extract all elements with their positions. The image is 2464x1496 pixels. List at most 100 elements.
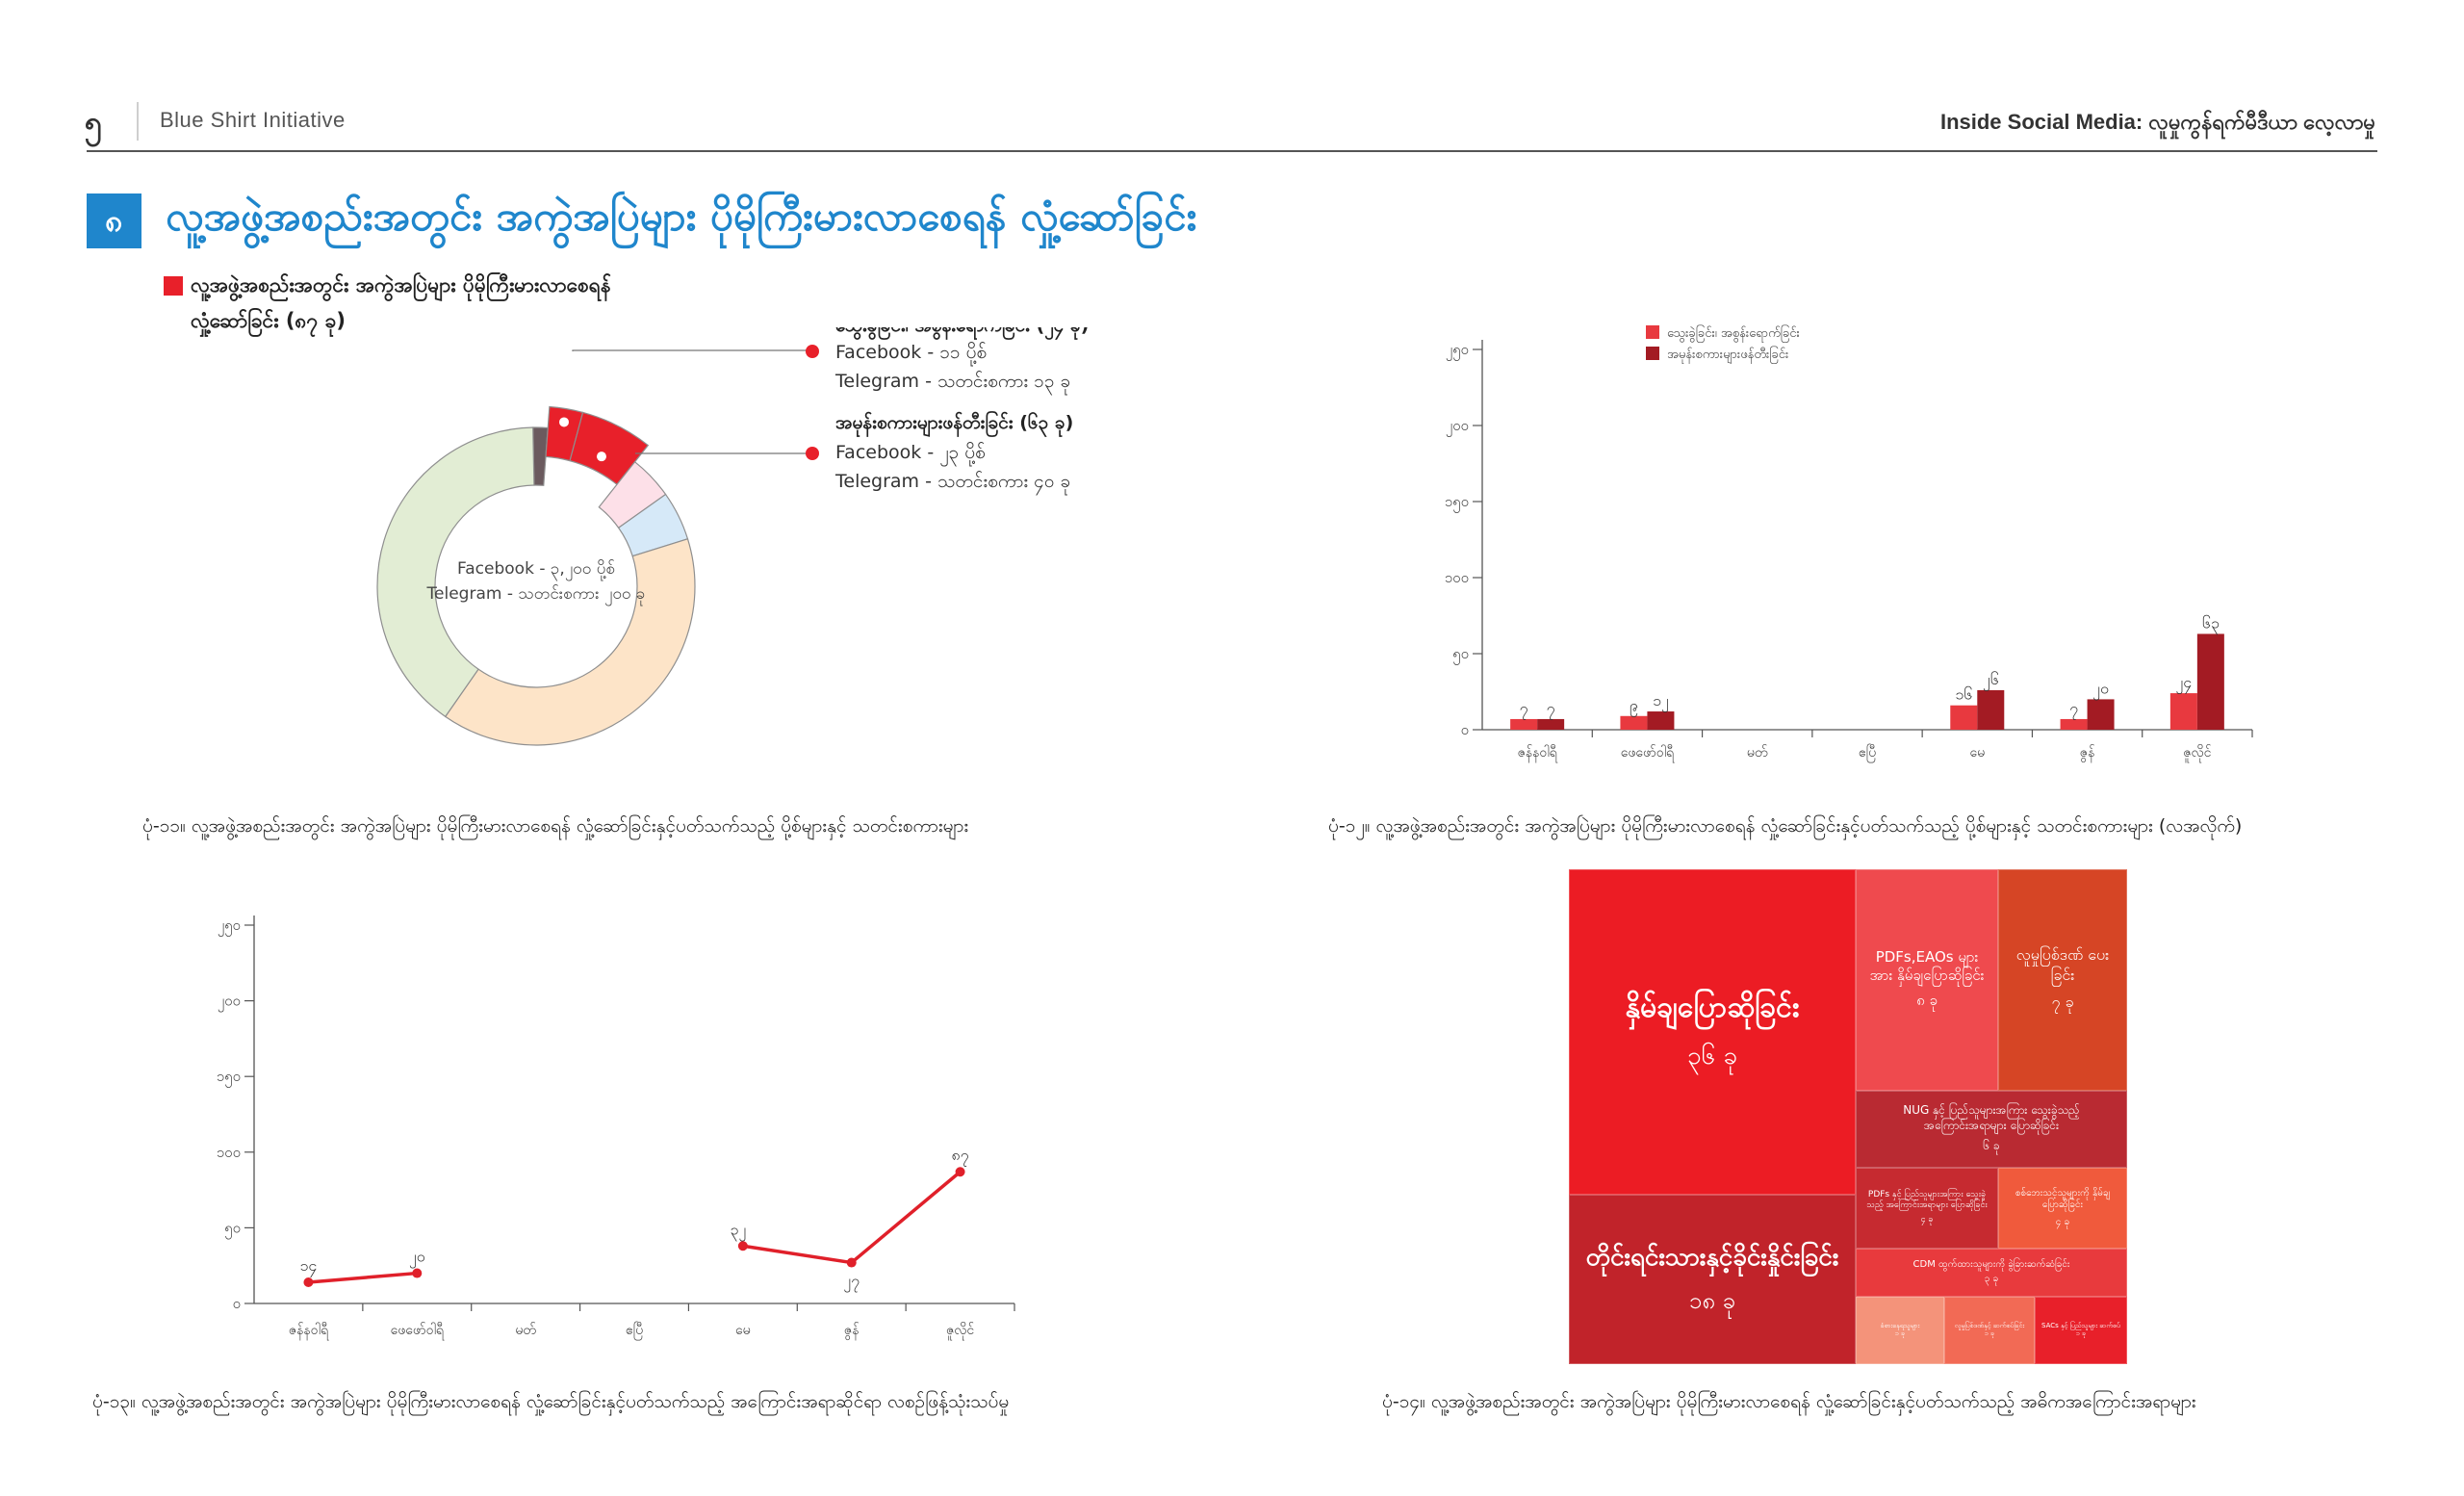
annotation-1-telegram: Telegram - သတင်းစကား ၁၃ ခု bbox=[834, 370, 1070, 396]
line-series bbox=[742, 1170, 962, 1265]
line-point bbox=[303, 1277, 314, 1287]
x-tick-label: ဇူလိုင် bbox=[2183, 745, 2211, 762]
treemap-tile-4: NUG နှင့် ပြည်သူများအကြား သွေးခွဲသည့်အကြ… bbox=[1856, 1091, 2127, 1168]
treemap-tile-6: စစ်ဘေးသင့်သူများကို နှိမ်ချပြောဆိုခြင်း … bbox=[1998, 1168, 2127, 1249]
treemap-tile-5: PDFs နှင့် ပြည်သူများအကြား သွေးခွဲသည့် အ… bbox=[1856, 1168, 1998, 1249]
bar-value-label: ၉ bbox=[1630, 696, 1638, 717]
bar bbox=[2196, 633, 2224, 730]
donut-center-line2: Telegram - သတင်းစကား ၂၀၀ ခု bbox=[426, 584, 646, 606]
x-tick-label: ဧပြီ bbox=[626, 1323, 643, 1340]
x-tick-label: ဇွန် bbox=[2080, 745, 2095, 762]
y-tick-label: ၁၅၀ bbox=[1445, 493, 1469, 513]
annotation-2-facebook: Facebook - ၂၃ ပို့စ် bbox=[835, 441, 986, 467]
x-tick-label: ဖေဖော်ဝါရီ bbox=[391, 1323, 445, 1340]
line-series bbox=[308, 1271, 418, 1284]
figure-caption-14: ပုံ-၁၄။ လူ့အဖွဲ့အစည်းအတွင်း အကွဲအပြဲများ… bbox=[1382, 1391, 2196, 1412]
treemap-tile-1: နှိမ်ချပြောဆိုခြင်း ၃၆ ခု bbox=[1569, 869, 1856, 1195]
header-rule bbox=[87, 150, 2377, 152]
donut-slice-dark-segment bbox=[532, 426, 549, 486]
y-tick-label: ၅၀ bbox=[1452, 645, 1469, 665]
treemap-tile-3: လူမှုပြစ်ဒဏ် ပေးခြင်း ၇ ခု bbox=[1998, 869, 2127, 1091]
bar-value-label: ၇ bbox=[1520, 699, 1528, 720]
donut-slice-green bbox=[376, 426, 535, 718]
treemap-tile-2: PDFs,EAOs များအား နှိမ်ချပြောဆိုခြင်း ၈ … bbox=[1856, 869, 1998, 1091]
annotation-marker-1 bbox=[806, 345, 819, 358]
donut-chart: Facebook - ၃,၂၀၀ ပို့စ် Telegram - သတင်း… bbox=[376, 327, 1089, 746]
bar bbox=[1950, 705, 1978, 730]
x-tick-label: ဇန်နဝါရီ bbox=[1518, 745, 1558, 762]
section-number-badge: ၈ bbox=[87, 193, 141, 248]
page-number: ၅ bbox=[85, 104, 102, 141]
header-divider bbox=[137, 102, 139, 141]
y-tick-label: ၂၅၀ bbox=[1446, 341, 1469, 361]
bar bbox=[1620, 715, 1648, 730]
y-tick-label: ၂၀၀ bbox=[218, 993, 241, 1013]
x-tick-label: ဖေဖော်ဝါရီ bbox=[1621, 745, 1675, 762]
section-title: လူ့အဖွဲ့အစည်းအတွင်း အကွဲအပြဲများ ပိုမိုက… bbox=[166, 193, 1197, 240]
y-tick-label: ၁၀၀ bbox=[1445, 569, 1469, 586]
bar bbox=[2087, 699, 2115, 730]
legend-swatch bbox=[164, 276, 183, 296]
treemap-tile-11: တိုင်းရင်းသားနှင့်ခိုင်းနှိုင်းခြင်း ၁၈ … bbox=[1569, 1195, 1856, 1364]
line-point bbox=[955, 1167, 965, 1177]
annotation-1-facebook: Facebook - ၁၁ ပို့စ် bbox=[835, 341, 987, 367]
y-tick-label: ၂၅၀ bbox=[218, 916, 241, 937]
bar-value-label: ၆၃ bbox=[2202, 613, 2220, 634]
donut-highlight-dot bbox=[596, 451, 606, 462]
line-value-label: ၃၂ bbox=[730, 1220, 746, 1241]
line-point bbox=[412, 1268, 423, 1278]
treemap-tile-8: ခံစားနေရသူများ ၁ ခု bbox=[1856, 1297, 1944, 1364]
brand-name: Blue Shirt Initiative bbox=[160, 108, 346, 132]
treemap-tile-7: CDM ထွက်ထားသူများကို ခွဲခြားဆက်ဆံခြင်း ၃… bbox=[1856, 1249, 2127, 1297]
bar bbox=[1537, 718, 1565, 730]
treemap-tile-9: လူမှုပြစ်ဒဏ်နှင့် ဆက်စပ်ခြင်း ၁ ခု bbox=[1944, 1297, 2035, 1364]
line-point bbox=[846, 1257, 857, 1268]
figure-caption-11: ပုံ-၁၁။ လူ့အဖွဲ့အစည်းအတွင်း အကွဲအပြဲများ… bbox=[142, 815, 969, 837]
x-tick-label: ဧပြီ bbox=[1859, 745, 1876, 762]
legend-label-0: သွေးခွဲခြင်း၊ အစွန်းရောက်ခြင်း bbox=[1667, 324, 1800, 343]
donut-legend-subtitle: လှုံ့ဆော်ခြင်း (၈၇ ခု) bbox=[191, 309, 346, 332]
donut-legend-title: လူ့အဖွဲ့အစည်းအတွင်း အကွဲအပြဲများ ပိုမိုက… bbox=[191, 273, 611, 297]
y-tick-label: ၁၀၀ bbox=[217, 1144, 241, 1161]
annotation-1-title: သွေးခွဲခြင်း၊ အစွန်းရောက်ခြင်း (၂၄ ခု) bbox=[835, 327, 1089, 341]
bar bbox=[2060, 718, 2088, 730]
legend-swatch-0 bbox=[1646, 325, 1659, 339]
bar-value-label: ၇ bbox=[2069, 699, 2078, 720]
line-point bbox=[737, 1241, 748, 1251]
line-value-label: ၈၇ bbox=[952, 1146, 969, 1167]
document-title: Inside Social Media: လူမှုကွန်ရက်မီဒီယာ … bbox=[1939, 110, 2375, 134]
x-tick-label: မေ bbox=[1969, 745, 1985, 761]
bar-value-label: ၂၄ bbox=[2175, 673, 2192, 694]
x-tick-label: မတ် bbox=[1747, 745, 1768, 761]
x-tick-label: မတ် bbox=[515, 1323, 536, 1338]
bar-value-label: ၁၂ bbox=[1653, 691, 1669, 712]
figure-caption-12: ပုံ-၁၂။ လူ့အဖွဲ့အစည်းအတွင်း အကွဲအပြဲများ… bbox=[1328, 815, 2243, 837]
bar bbox=[1647, 711, 1675, 730]
x-tick-label: ဇန်နဝါရီ bbox=[289, 1323, 329, 1340]
bar-value-label: ၇ bbox=[1547, 699, 1555, 720]
x-tick-label: မေ bbox=[735, 1323, 751, 1338]
bar-value-label: ၁၆ bbox=[1955, 685, 1972, 704]
x-tick-label: ဇူလိုင် bbox=[946, 1323, 974, 1340]
x-tick-label: ဇွန် bbox=[844, 1323, 860, 1340]
figure-caption-13: ပုံ-၁၃။ လူ့အဖွဲ့အစည်းအတွင်း အကွဲအပြဲများ… bbox=[92, 1391, 1010, 1412]
annotation-2-title: အမုန်းစကားများဖန်တီးခြင်း (၆၃ ခု) bbox=[835, 409, 1073, 438]
annotation-2-telegram: Telegram - သတင်းစကား ၄၀ ခု bbox=[834, 470, 1070, 496]
treemap-tile-10: SACs နှင့် ပြည်သူများ ဆက်စပ် ၁ ခု bbox=[2035, 1297, 2127, 1364]
bar bbox=[1510, 718, 1538, 730]
bar bbox=[1977, 689, 2005, 730]
legend-label-1: အမုန်းစကားများဖန်တီးခြင်း bbox=[1667, 346, 1788, 364]
bar bbox=[2169, 693, 2197, 730]
y-tick-label: ၂၀၀ bbox=[1446, 417, 1469, 437]
line-value-label: ၂၇ bbox=[843, 1272, 860, 1293]
annotation-leader-1 bbox=[572, 349, 808, 351]
line-value-label: ၂၀ bbox=[409, 1248, 425, 1269]
line-value-label: ၁၄ bbox=[299, 1256, 317, 1277]
annotation-marker-2 bbox=[806, 447, 819, 460]
donut-slice-peach bbox=[444, 538, 696, 746]
bar-value-label: ၂၆ bbox=[1983, 670, 1999, 691]
treemap-chart: နှိမ်ချပြောဆိုခြင်း ၃၆ ခု PDFs,EAOs များ… bbox=[1569, 869, 2127, 1364]
bar-value-label: ၂၀ bbox=[2092, 679, 2109, 700]
